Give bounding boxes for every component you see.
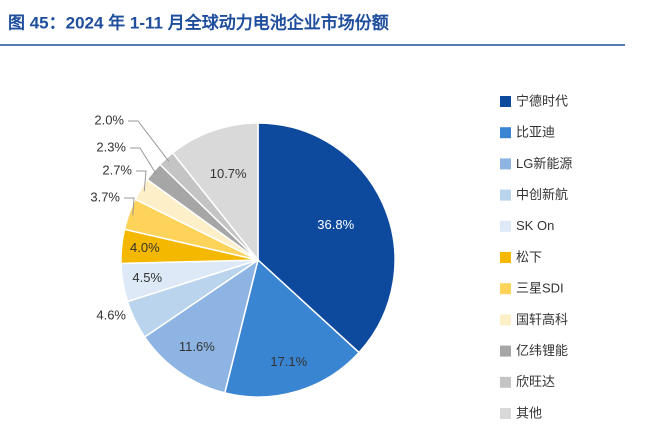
data-label: 11.6% [179, 339, 215, 354]
pie-slice [257, 122, 396, 354]
legend-swatch [500, 314, 511, 326]
legend-swatch [500, 408, 511, 419]
legend-label: 亿纬锂能 [516, 343, 568, 358]
legend-swatch [500, 252, 511, 263]
leader-line [124, 197, 135, 216]
legend-label: 比亚迪 [516, 125, 555, 140]
leader-line [128, 120, 170, 162]
data-label: 2.7% [102, 162, 132, 177]
leader-line [130, 147, 157, 175]
legend-swatch [500, 189, 511, 201]
legend-label: 国轩高科 [516, 312, 568, 327]
legend-label: 中创新航 [516, 187, 568, 202]
legend-label: SK On [516, 218, 554, 233]
leader-line [136, 170, 147, 192]
data-label: 2.0% [94, 112, 124, 127]
legend-swatch [500, 376, 511, 388]
data-label: 17.1% [270, 354, 307, 369]
data-label: 3.7% [90, 189, 120, 204]
legend-swatch [500, 220, 511, 232]
legend-label: LG新能源 [516, 156, 572, 171]
data-label: 2.3% [96, 139, 126, 154]
data-label: 36.8% [317, 217, 354, 232]
legend-label: 三星SDI [516, 281, 564, 296]
legend-label: 宁德时代 [516, 93, 568, 108]
data-label: 4.0% [130, 240, 160, 255]
legend-label: 欣旺达 [516, 374, 555, 389]
pie-slice [143, 258, 260, 394]
legend-swatch [500, 127, 511, 139]
legend-swatch [500, 158, 511, 170]
data-label: 10.7% [210, 166, 247, 181]
data-label: 4.6% [96, 307, 126, 322]
chart-title: 图 45：2024 年 1-11 月全球动力电池企业市场份额 [8, 12, 389, 32]
legend-label: 其他 [516, 405, 542, 420]
legend-swatch [500, 96, 511, 107]
legend-swatch [500, 345, 511, 357]
pie-slice [223, 258, 361, 398]
legend-label: 松下 [516, 249, 542, 264]
pie-slice [171, 122, 259, 263]
data-label: 4.5% [132, 270, 162, 285]
legend-swatch [500, 283, 511, 295]
